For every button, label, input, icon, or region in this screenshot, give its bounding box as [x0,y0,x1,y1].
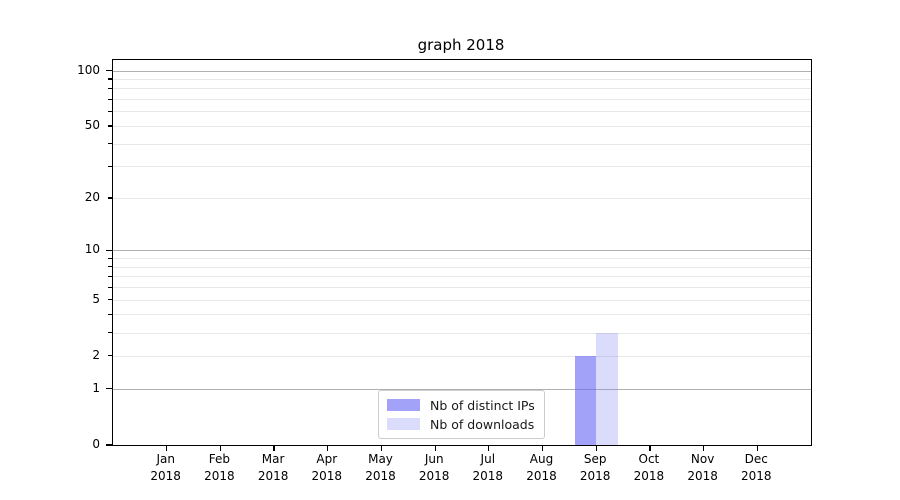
legend-swatch-1 [387,418,420,430]
y-gridline-minor-5 [113,299,811,301]
x-tick-may [380,445,383,451]
y-minortick-3 [108,331,112,334]
y-minortick-60 [108,110,112,113]
y-tick-1 [105,388,112,390]
x-tick-mar [273,445,275,451]
y-tick-0 [105,444,112,446]
x-tick-feb [219,445,221,451]
y-gridline-minor-80 [113,88,811,90]
x-tick-dec [756,445,758,451]
y-gridline-major-100 [113,70,811,72]
y-minortick-90 [108,78,112,80]
legend-entry-1: Nb of downloads [387,416,535,432]
y-minortick-4 [108,313,112,316]
y-minortick-30 [108,165,112,167]
y-gridline-minor-50 [113,126,811,127]
y-minortick-8 [108,266,112,268]
y-gridline-minor-3 [113,332,811,334]
y-gridline-minor-40 [113,143,811,145]
y-minortick-7 [108,275,112,277]
plot-area [105,59,812,451]
y-tick-label-50: 50 [84,118,100,132]
y-tick-label-10: 10 [84,242,100,257]
x-tick-label-may: May 2018 [365,452,396,483]
y-tick-label-0: 0 [92,437,100,451]
y-gridline-major-1 [113,388,811,390]
y-tick-label-2: 2 [92,347,100,362]
legend-label-0: Nb of distinct IPs [430,397,535,413]
y-minortick-80 [108,87,112,90]
y-tick-100 [105,69,112,72]
y-minortick-6 [108,286,112,288]
y-minortick-50 [108,125,112,127]
y-gridline-minor-2 [113,355,811,357]
y-gridline-major-10 [113,250,811,252]
bar-nb-of-downloads-sep [596,332,618,445]
legend-label-1: Nb of downloads [430,416,535,432]
y-gridline-minor-8 [113,266,811,268]
x-tick-jul [488,445,490,451]
y-gridline-minor-6 [113,287,811,289]
y-tick-label-5: 5 [92,291,100,306]
y-gridline-minor-9 [113,258,811,260]
x-tick-jan [166,445,168,451]
y-minortick-20 [108,197,112,199]
y-minortick-2 [108,355,112,357]
y-minortick-40 [108,143,112,145]
x-tick-aug [541,445,544,451]
legend: Nb of distinct IPs Nb of downloads [378,390,545,439]
y-gridline-minor-7 [113,276,811,278]
chart-title: graph 2018 [417,36,505,54]
y-tick-label-1: 1 [92,380,100,395]
y-tick-label-100: 100 [77,62,100,77]
y-gridline-minor-90 [113,79,811,80]
x-tick-label-jul: Jul 2018 [472,452,504,483]
x-tick-oct [649,445,651,451]
y-tick-10 [105,249,112,252]
x-tick-label-apr: Apr 2018 [311,452,343,483]
legend-entry-0: Nb of distinct IPs [387,397,535,413]
x-tick-label-oct: Oct 2018 [633,452,665,483]
y-minortick-5 [108,299,112,301]
x-tick-apr [327,445,329,451]
y-minortick-9 [108,257,112,259]
legend-swatch-0 [387,399,420,411]
y-tick-label-20: 20 [84,190,100,204]
x-tick-jun [434,445,436,451]
y-gridline-minor-70 [113,99,811,101]
y-gridline-minor-60 [113,111,811,113]
x-tick-label-jun: Jun 2018 [418,452,450,483]
y-gridline-minor-20 [113,198,811,199]
bar-nb-of-distinct-ips-sep [574,355,597,445]
y-gridline-minor-30 [113,166,811,168]
x-tick-label-feb: Feb 2018 [204,452,235,483]
x-tick-label-mar: Mar 2018 [257,452,289,483]
x-tick-label-jan: Jan 2018 [150,452,181,483]
x-tick-label-nov: Nov 2018 [687,452,718,483]
x-tick-nov [703,445,705,451]
y-gridline-minor-4 [113,314,811,316]
x-tick-label-sep: Sep 2018 [579,452,611,483]
x-tick-label-aug: Aug 2018 [526,452,557,483]
y-minortick-70 [108,98,112,100]
x-tick-sep [595,445,597,451]
x-tick-label-dec: Dec 2018 [741,452,772,483]
